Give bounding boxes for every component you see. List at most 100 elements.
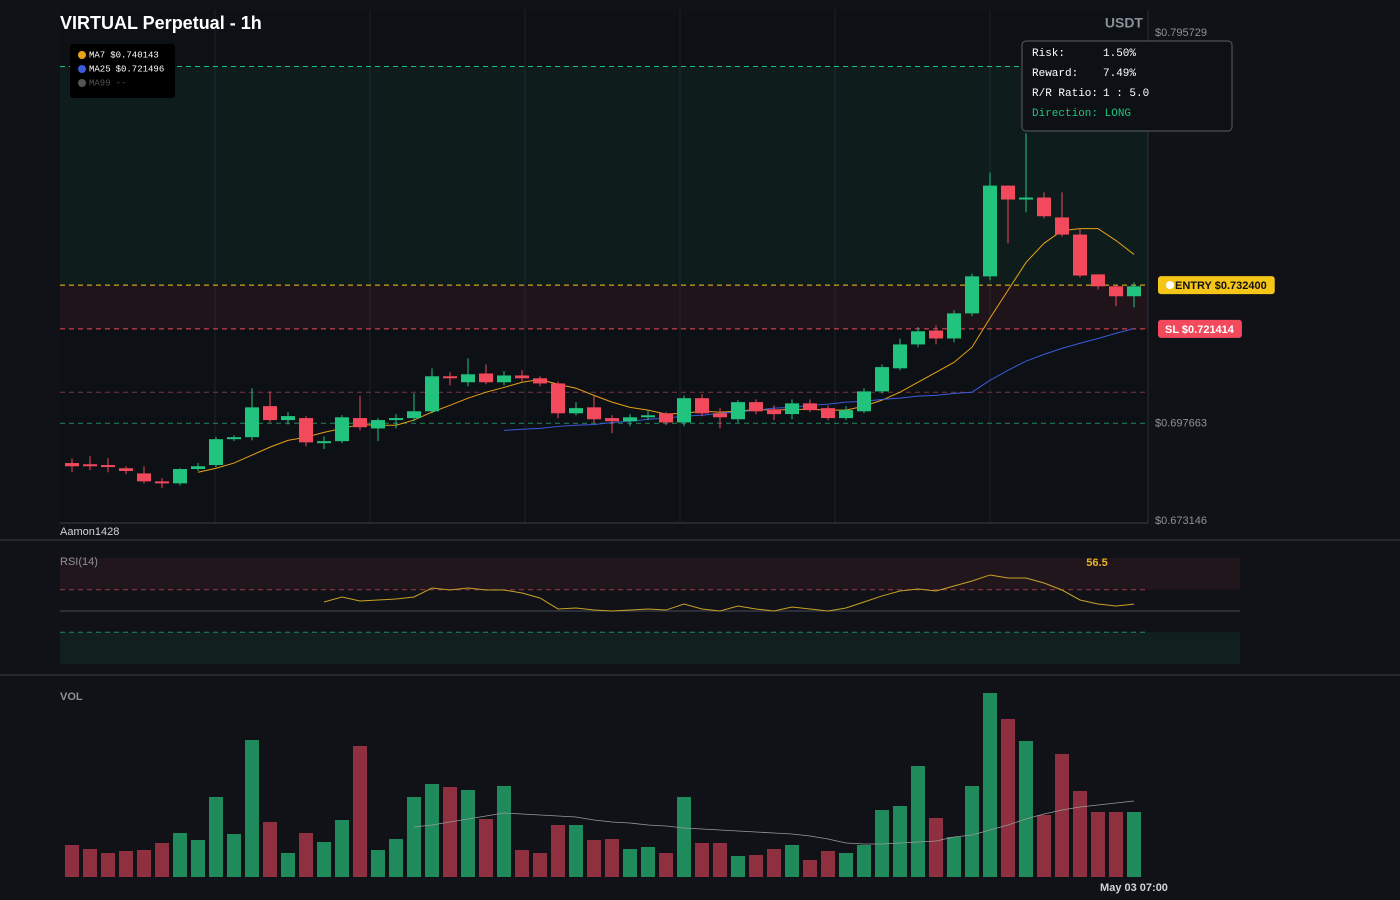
volume-bar (137, 850, 151, 877)
candle-body (821, 408, 835, 419)
volume-bar (1055, 754, 1069, 877)
volume-bar (1001, 719, 1015, 877)
candle-body (1001, 185, 1015, 200)
info-value: 1 : 5.0 (1103, 88, 1149, 100)
volume-bar (605, 839, 619, 877)
volume-title: VOL (60, 691, 83, 703)
unit-label: USDT (1105, 15, 1144, 31)
candle-body (641, 415, 655, 418)
legend-value: -- (116, 78, 127, 88)
candle-body (155, 481, 169, 484)
candle-body (281, 416, 295, 421)
candle-body (605, 418, 619, 422)
badge-dot (1166, 281, 1174, 290)
volume-bar (893, 806, 907, 877)
info-label: Risk: (1032, 48, 1065, 60)
volume-bar (353, 746, 367, 877)
legend-box (70, 44, 175, 98)
candle-body (479, 373, 493, 383)
volume-bar (1019, 741, 1033, 877)
level-badge: SL $0.721414 (1158, 319, 1242, 338)
volume-bar (425, 784, 439, 877)
legend-dot (78, 65, 86, 73)
candle-body (749, 402, 763, 412)
y-tick-label: $0.697663 (1155, 417, 1207, 429)
candle-body (677, 398, 691, 423)
badge-bg (1158, 319, 1242, 338)
volume-bar (875, 810, 889, 877)
candle-body (119, 468, 133, 472)
volume-bar (263, 822, 277, 877)
legend-dot (78, 51, 86, 59)
rsi-band (60, 558, 1240, 590)
candle-body (893, 344, 907, 369)
candle-body (299, 418, 313, 443)
marks (60, 133, 1240, 877)
volume-bar (767, 849, 781, 877)
rsi-line (323, 574, 1135, 612)
volume-bar (191, 840, 205, 877)
candle-body (425, 376, 439, 412)
candle-body (785, 403, 799, 415)
volume-bar (533, 853, 547, 877)
candle-body (407, 411, 421, 419)
volume-bar (497, 786, 511, 877)
legend-value: $0.721496 (116, 64, 165, 74)
chart-title: VIRTUAL Perpetual - 1h (60, 13, 262, 33)
candle-body (1055, 217, 1069, 235)
y-tick-label: $0.795729 (1155, 27, 1207, 39)
volume-bar (965, 786, 979, 877)
candle-body (767, 409, 781, 415)
info-box (1021, 40, 1233, 132)
candle-body (965, 276, 979, 314)
candle-body (731, 402, 745, 420)
volume-bar (65, 845, 79, 877)
volume-bar (803, 860, 817, 877)
candle-body (551, 383, 565, 414)
candle-body (533, 378, 547, 384)
volume-bar (695, 843, 709, 877)
rsi-title: RSI(14) (60, 556, 98, 568)
y-tick-label: $0.673146 (1155, 515, 1207, 527)
volume-bar (155, 843, 169, 877)
candle-body (587, 407, 601, 420)
watermark: Aamon1428 (60, 526, 119, 538)
zone (60, 66, 1148, 286)
candle-body (245, 407, 259, 438)
candle-body (857, 391, 871, 412)
rsi-last-value: 56.5 (1086, 557, 1107, 569)
candle-body (1019, 197, 1033, 200)
candle-body (1109, 286, 1123, 297)
volume-bar (119, 851, 133, 877)
legend-name: MA7 (89, 50, 105, 60)
volume-bar (785, 845, 799, 877)
info-value: 7.49% (1103, 68, 1136, 80)
volume-bar (227, 834, 241, 877)
volume-bar (1073, 791, 1087, 877)
badge-bg (1158, 276, 1275, 295)
volume-bar (515, 850, 529, 877)
volume-bar (407, 797, 421, 877)
candle-body (335, 417, 349, 442)
candle-body (875, 367, 889, 392)
candle-body (803, 403, 817, 411)
candle-body (839, 410, 853, 419)
zone (60, 285, 1148, 329)
volume-bar (911, 766, 925, 877)
volume-bar (1091, 812, 1105, 877)
candle-body (1127, 286, 1141, 297)
info-label: R/R Ratio: (1032, 88, 1098, 100)
candle-body (461, 374, 475, 383)
candle-body (173, 469, 187, 484)
candle-body (263, 406, 277, 421)
level-badge: ENTRY $0.732400 (1158, 276, 1275, 295)
candle-body (497, 375, 511, 383)
volume-bar (281, 853, 295, 877)
volume-bar (677, 797, 691, 877)
candle-body (515, 375, 529, 379)
candle-body (569, 408, 583, 414)
candle-body (389, 418, 403, 421)
volume-bar (317, 842, 331, 877)
candle-body (209, 439, 223, 466)
candle-body (101, 465, 115, 468)
